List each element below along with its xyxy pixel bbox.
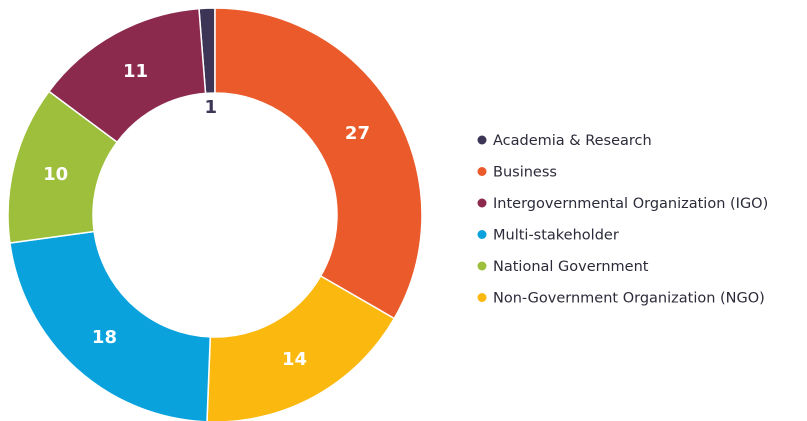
- donut-slice: [206, 274, 396, 421]
- donut-slice: [47, 7, 207, 144]
- legend-swatch: [477, 198, 487, 208]
- legend-label: Non-Government Organization (NGO): [493, 291, 765, 307]
- legend-swatch: [477, 135, 487, 145]
- donut-slice: [9, 230, 212, 421]
- data-label: 27: [345, 123, 370, 144]
- legend-label: Academia & Research: [493, 133, 652, 149]
- legend-swatch: [477, 293, 487, 302]
- legend-label: Business: [493, 165, 557, 181]
- legend-swatch: [477, 167, 487, 176]
- data-label: 10: [43, 164, 68, 185]
- legend-label: Intergovernmental Organization (IGO): [493, 196, 768, 212]
- data-label: 11: [123, 61, 148, 82]
- legend-label: National Government: [493, 259, 649, 275]
- data-label: 1: [205, 97, 218, 118]
- data-label: 14: [282, 349, 307, 370]
- legend-swatch: [477, 230, 487, 239]
- donut-slice: [214, 7, 423, 320]
- data-label: 18: [92, 327, 117, 348]
- legend-label: Multi-stakeholder: [493, 228, 619, 244]
- legend-swatch: [477, 261, 487, 271]
